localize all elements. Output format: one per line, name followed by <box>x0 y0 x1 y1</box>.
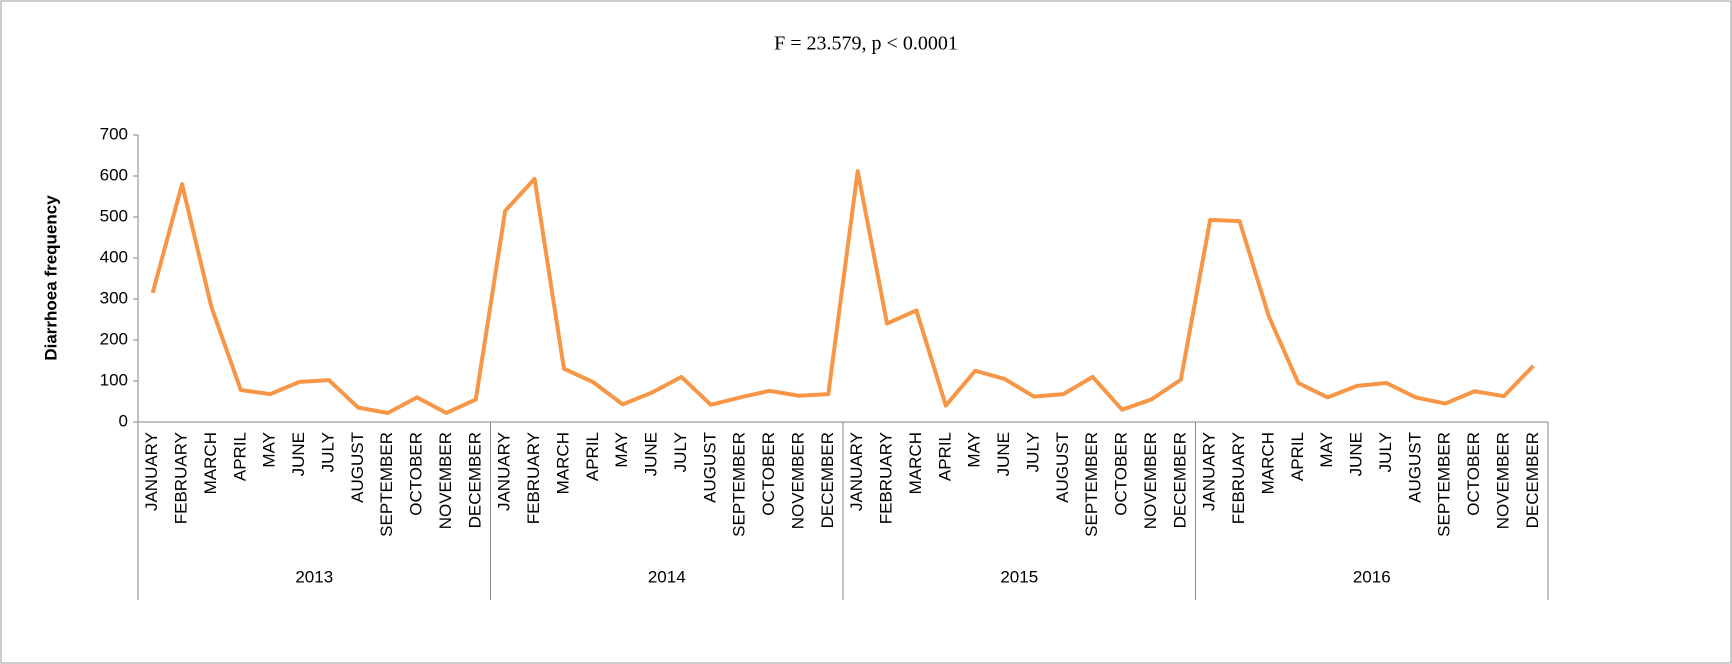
x-tick-label: DECEMBER <box>465 432 484 528</box>
x-tick-label: FEBRUARY <box>877 432 896 524</box>
y-axis-label: Diarrhoea frequency <box>41 195 60 361</box>
chart-title: F = 23.579, p < 0.0001 <box>774 33 958 55</box>
x-tick-label: JUNE <box>642 432 661 476</box>
y-tick-label: 0 <box>119 411 128 430</box>
x-tick-label: JANUARY <box>142 432 161 511</box>
x-tick-label: FEBRUARY <box>1229 432 1248 524</box>
x-tick-label: APRIL <box>230 432 249 481</box>
x-tick-label: JUNE <box>289 432 308 476</box>
x-tick-label: AUGUST <box>700 432 719 503</box>
x-tick-label: DECEMBER <box>818 432 837 528</box>
y-tick-label: 700 <box>100 124 128 143</box>
y-tick-label: 600 <box>100 165 128 184</box>
x-tick-label: JULY <box>1023 432 1042 472</box>
x-tick-label: MAY <box>612 432 631 468</box>
x-tick-label: AUGUST <box>1405 432 1424 503</box>
x-tick-label: NOVEMBER <box>1141 432 1160 529</box>
y-tick-label: 400 <box>100 247 128 266</box>
x-tick-label: MARCH <box>553 432 572 494</box>
x-tick-label: MARCH <box>1258 432 1277 494</box>
x-tick-label: SEPTEMBER <box>377 432 396 537</box>
x-tick-label: NOVEMBER <box>436 432 455 529</box>
x-tick-label: JUNE <box>994 432 1013 476</box>
data-line <box>150 169 1535 415</box>
x-tick-label: JANUARY <box>495 432 514 511</box>
x-tick-label: JULY <box>318 432 337 472</box>
y-tick-label: 100 <box>100 370 128 389</box>
x-tick-label: OCTOBER <box>407 432 426 516</box>
x-tick-label: MAY <box>965 432 984 468</box>
x-tick-label: APRIL <box>935 432 954 481</box>
y-tick-label: 300 <box>100 288 128 307</box>
group-label: 2014 <box>648 567 686 586</box>
x-tick-label: APRIL <box>583 432 602 481</box>
x-tick-label: OCTOBER <box>1464 432 1483 516</box>
x-tick-label: MARCH <box>906 432 925 494</box>
x-tick-label: OCTOBER <box>759 432 778 516</box>
x-tick-label: MARCH <box>201 432 220 494</box>
x-tick-label: OCTOBER <box>1112 432 1131 516</box>
x-tick-label: NOVEMBER <box>788 432 807 529</box>
x-tick-label: NOVEMBER <box>1493 432 1512 529</box>
x-tick-label: JULY <box>671 432 690 472</box>
x-tick-label: DECEMBER <box>1523 432 1542 528</box>
group-label: 2013 <box>295 567 333 586</box>
y-tick-label: 200 <box>100 329 128 348</box>
x-tick-label: SEPTEMBER <box>1082 432 1101 537</box>
x-tick-label: AUGUST <box>1053 432 1072 503</box>
x-tick-label: JANUARY <box>1200 432 1219 511</box>
x-tick-label: FEBRUARY <box>524 432 543 524</box>
group-label: 2015 <box>1000 567 1038 586</box>
x-tick-label: SEPTEMBER <box>730 432 749 537</box>
group-label: 2016 <box>1353 567 1391 586</box>
x-tick-label: APRIL <box>1288 432 1307 481</box>
x-tick-label: JULY <box>1376 432 1395 472</box>
x-tick-label: MAY <box>260 432 279 468</box>
x-tick-label: MAY <box>1317 432 1336 468</box>
y-tick-label: 500 <box>100 206 128 225</box>
x-tick-label: JANUARY <box>847 432 866 511</box>
x-tick-label: AUGUST <box>348 432 367 503</box>
x-tick-label: SEPTEMBER <box>1435 432 1454 537</box>
x-tick-label: FEBRUARY <box>172 432 191 524</box>
x-tick-label: DECEMBER <box>1170 432 1189 528</box>
x-tick-label: JUNE <box>1347 432 1366 476</box>
